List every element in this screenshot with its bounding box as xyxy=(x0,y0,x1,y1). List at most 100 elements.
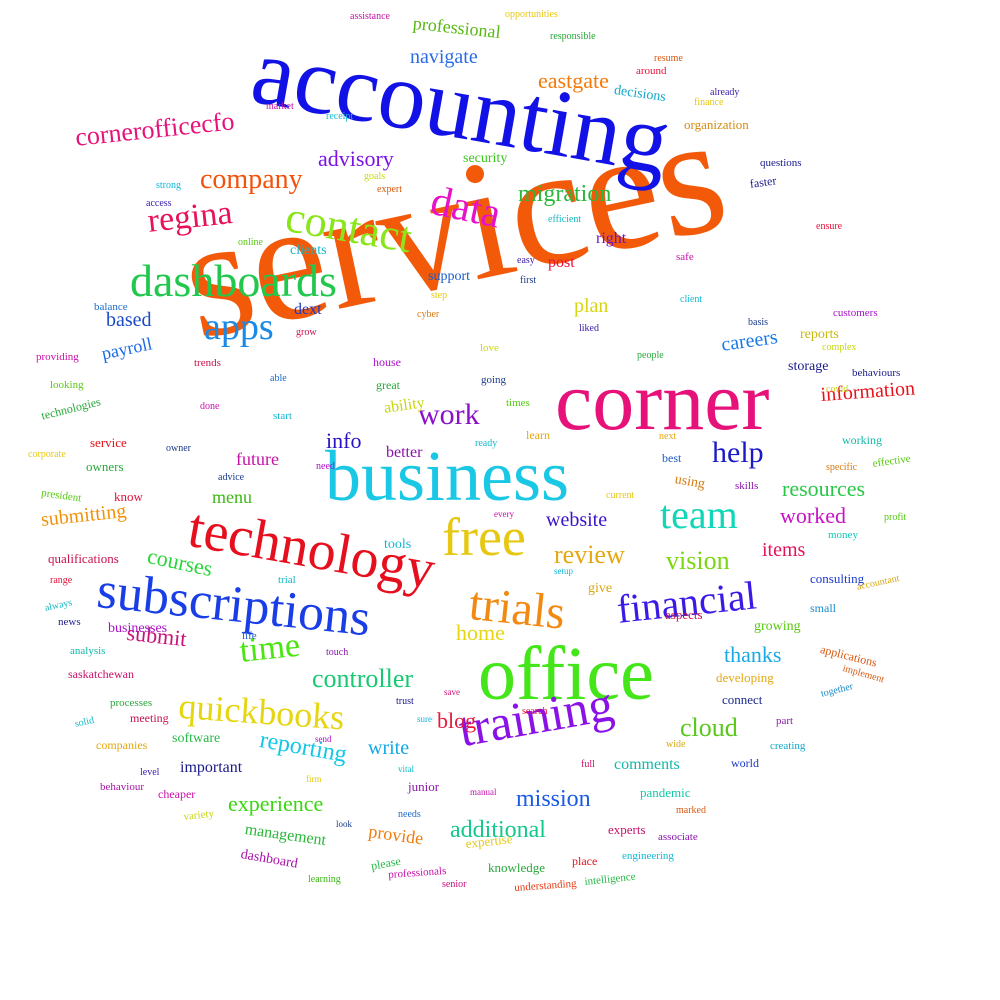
cloud-word: cornerofficecfo xyxy=(73,106,236,152)
cloud-word: cyber xyxy=(417,309,440,320)
cloud-word: specific xyxy=(826,462,858,473)
cloud-word: every xyxy=(494,509,514,519)
cloud-word: advisory xyxy=(318,146,394,171)
cloud-word: place xyxy=(572,854,598,868)
cloud-word: write xyxy=(368,737,410,759)
cloud-word: start xyxy=(273,410,292,422)
cloud-word: provide xyxy=(367,821,425,849)
cloud-word: controller xyxy=(312,664,414,693)
cloud-word: additional xyxy=(450,817,546,843)
cloud-word: times xyxy=(506,397,530,409)
cloud-word: behaviour xyxy=(100,781,144,793)
cloud-word: already xyxy=(710,87,740,98)
cloud-word: better xyxy=(386,444,423,461)
cloud-word: resources xyxy=(782,476,866,501)
cloud-word: love xyxy=(480,342,499,354)
cloud-word: cheaper xyxy=(158,787,196,801)
cloud-word: balance xyxy=(94,301,128,313)
cloud-word: looking xyxy=(50,379,84,391)
cloud-word: dashboards xyxy=(130,255,337,306)
cloud-word: next xyxy=(659,431,677,442)
cloud-word: knowledge xyxy=(488,860,546,875)
cloud-word: payroll xyxy=(99,333,154,364)
cloud-word: best xyxy=(662,451,682,465)
cloud-word: finance xyxy=(694,97,724,108)
cloud-word: working xyxy=(842,433,882,447)
cloud-word: complex xyxy=(822,342,857,353)
cloud-word: aspects xyxy=(665,607,703,622)
cloud-word: always xyxy=(43,597,74,614)
cloud-word: plan xyxy=(574,295,609,317)
cloud-word: learn xyxy=(526,428,550,442)
cloud-word: ensure xyxy=(816,221,843,232)
cloud-word: management xyxy=(243,821,328,850)
cloud-word: customers xyxy=(833,307,878,319)
cloud-word: corner xyxy=(555,355,770,448)
cloud-word: associate xyxy=(658,831,698,843)
cloud-word: companies xyxy=(96,738,148,752)
cloud-word: small xyxy=(810,601,836,615)
cloud-word: intelligence xyxy=(583,870,637,888)
cloud-word: trends xyxy=(194,357,221,369)
cloud-word: people xyxy=(637,350,664,361)
cloud-word: save xyxy=(444,687,460,697)
cloud-word: need xyxy=(316,461,335,472)
cloud-word: going xyxy=(481,374,507,386)
cloud-word: providing xyxy=(36,351,79,363)
cloud-word: manual xyxy=(470,787,497,797)
cloud-word: consulting xyxy=(810,571,865,586)
cloud-word: basis xyxy=(748,317,768,328)
cloud-word: money xyxy=(828,529,858,541)
cloud-word: able xyxy=(270,373,287,384)
cloud-word: understanding xyxy=(513,877,577,894)
cloud-word: give xyxy=(588,581,613,596)
cloud-word: strong xyxy=(156,180,181,191)
cloud-word: send xyxy=(315,734,332,744)
cloud-word: company xyxy=(200,164,303,195)
cloud-word: house xyxy=(373,355,401,369)
cloud-word: work xyxy=(418,398,480,431)
cloud-word: online xyxy=(238,237,263,248)
cloud-word: owners xyxy=(86,459,124,474)
cloud-word: clients xyxy=(290,243,327,258)
cloud-word: great xyxy=(376,378,400,392)
cloud-word: learning xyxy=(308,874,341,885)
cloud-word: based xyxy=(106,309,152,331)
cloud-word: organization xyxy=(684,117,749,132)
cloud-word: experience xyxy=(228,791,324,816)
cloud-word: responsible xyxy=(550,31,596,42)
cloud-word: touch xyxy=(326,647,349,658)
cloud-word: experts xyxy=(608,822,646,837)
cloud-word: review xyxy=(554,540,625,569)
cloud-word: dext xyxy=(294,301,322,318)
cloud-word: opportunities xyxy=(505,9,558,20)
cloud-word: free xyxy=(442,507,526,567)
cloud-word: questions xyxy=(760,157,802,169)
cloud-word: full xyxy=(581,759,595,770)
cloud-word: access xyxy=(146,198,172,209)
cloud-word: ready xyxy=(475,438,498,449)
cloud-word: apps xyxy=(204,306,274,348)
cloud-word: migration xyxy=(518,181,612,207)
cloud-word: advice xyxy=(218,472,245,483)
cloud-word: variety xyxy=(182,807,215,823)
cloud-word: wide xyxy=(666,739,686,750)
cloud-word: website xyxy=(546,509,608,531)
cloud-word: menu xyxy=(212,487,252,507)
cloud-word: owner xyxy=(166,443,191,454)
cloud-word: trial xyxy=(278,574,296,586)
cloud-word: cloud xyxy=(680,713,738,742)
cloud-word: processes xyxy=(110,697,153,709)
cloud-word: together xyxy=(819,681,855,700)
cloud-word: skills xyxy=(735,480,759,492)
cloud-word: future xyxy=(236,449,279,469)
cloud-word: trust xyxy=(396,696,414,707)
cloud-word: vision xyxy=(666,546,730,575)
cloud-word: assistance xyxy=(350,11,390,22)
cloud-word: home xyxy=(456,620,505,645)
cloud-word: solid xyxy=(73,714,96,730)
cloud-word: part xyxy=(776,715,794,727)
cloud-word: security xyxy=(463,151,508,166)
cloud-word: behaviours xyxy=(852,367,901,379)
